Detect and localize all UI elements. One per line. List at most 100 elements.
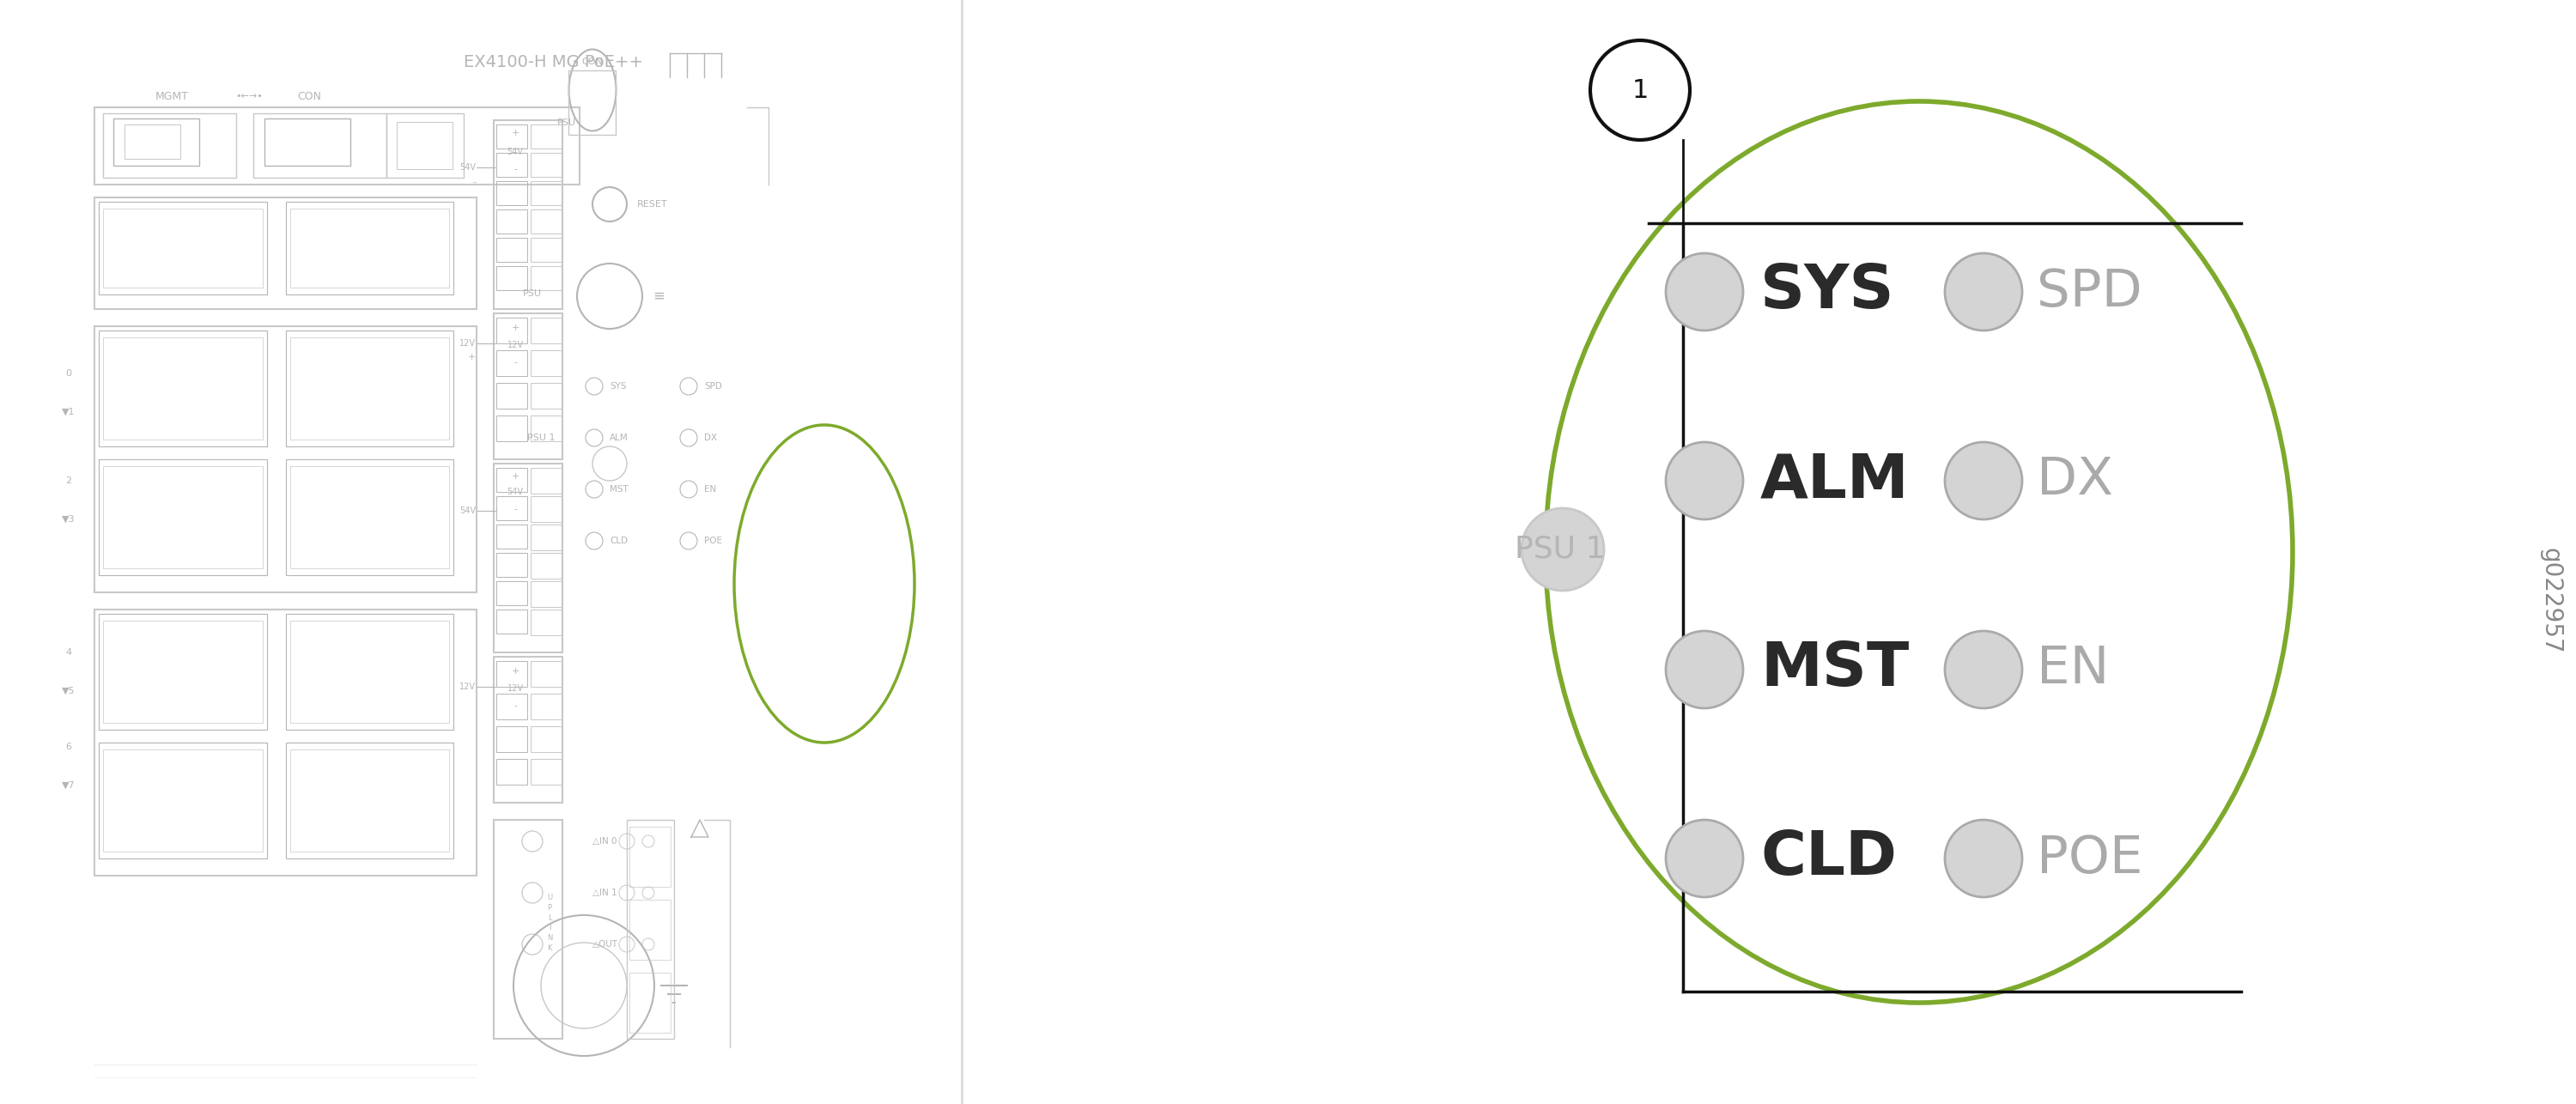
Text: ▼7: ▼7 bbox=[62, 782, 75, 789]
Bar bbox=[98, 459, 268, 575]
Bar bbox=[497, 210, 528, 234]
Text: SYS: SYS bbox=[1759, 263, 1896, 321]
Bar bbox=[497, 152, 528, 177]
Text: 12V: 12V bbox=[507, 684, 523, 693]
Bar bbox=[531, 693, 562, 720]
Bar bbox=[103, 209, 263, 287]
Bar bbox=[531, 609, 562, 635]
Bar bbox=[265, 118, 350, 166]
Bar bbox=[531, 758, 562, 785]
Bar bbox=[103, 620, 263, 723]
Bar bbox=[495, 657, 562, 803]
Bar bbox=[497, 553, 528, 577]
Text: PSU 1: PSU 1 bbox=[528, 434, 554, 442]
Text: CLD: CLD bbox=[1759, 829, 1896, 888]
Text: +: + bbox=[510, 473, 520, 480]
Text: EN: EN bbox=[2038, 645, 2110, 694]
Bar bbox=[497, 524, 528, 549]
Text: △OUT: △OUT bbox=[592, 940, 618, 948]
Text: -: - bbox=[471, 178, 477, 187]
Text: EX4100-H MG PoE++: EX4100-H MG PoE++ bbox=[464, 54, 644, 70]
Text: 54V: 54V bbox=[459, 163, 477, 172]
Text: PSU 1: PSU 1 bbox=[1515, 534, 1605, 564]
Bar bbox=[113, 118, 198, 166]
Bar bbox=[497, 383, 528, 408]
Text: 54V: 54V bbox=[459, 507, 477, 516]
Bar bbox=[495, 120, 562, 309]
Bar bbox=[497, 237, 528, 262]
Bar bbox=[531, 350, 562, 376]
Circle shape bbox=[1522, 508, 1605, 591]
Text: +: + bbox=[469, 353, 477, 361]
Text: ALM: ALM bbox=[611, 434, 629, 442]
Bar bbox=[252, 114, 386, 178]
Text: MST: MST bbox=[1759, 640, 1909, 699]
Bar bbox=[531, 468, 562, 493]
Text: POE: POE bbox=[2038, 834, 2143, 884]
Bar bbox=[103, 338, 263, 439]
Bar bbox=[629, 827, 670, 887]
Text: 12V: 12V bbox=[459, 339, 477, 348]
Circle shape bbox=[1945, 820, 2022, 898]
Bar bbox=[497, 726, 528, 752]
Text: +: + bbox=[510, 323, 520, 332]
Text: 12V: 12V bbox=[459, 682, 477, 691]
Bar bbox=[629, 973, 670, 1032]
Bar bbox=[95, 107, 580, 184]
Text: •←→•: •←→• bbox=[234, 92, 263, 100]
Bar bbox=[397, 121, 453, 169]
Bar bbox=[103, 750, 263, 851]
Bar bbox=[497, 661, 528, 687]
Bar bbox=[497, 581, 528, 605]
Bar bbox=[289, 466, 448, 569]
Text: MST: MST bbox=[611, 485, 629, 493]
Bar bbox=[497, 609, 528, 634]
Bar bbox=[531, 152, 562, 177]
Bar bbox=[531, 237, 562, 262]
Bar bbox=[103, 114, 237, 178]
Text: SPD: SPD bbox=[703, 382, 721, 391]
Text: 4: 4 bbox=[64, 648, 72, 657]
Text: ▼5: ▼5 bbox=[62, 687, 75, 696]
Bar bbox=[286, 202, 453, 295]
Bar bbox=[629, 900, 670, 959]
Bar bbox=[286, 614, 453, 730]
Text: MGMT: MGMT bbox=[155, 91, 188, 102]
Circle shape bbox=[1945, 253, 2022, 330]
Bar bbox=[98, 202, 268, 295]
Bar bbox=[495, 314, 562, 459]
Text: 6: 6 bbox=[67, 743, 72, 751]
Bar bbox=[98, 743, 268, 859]
Text: -: - bbox=[513, 164, 518, 173]
Bar bbox=[286, 330, 453, 446]
Text: U
P
L
I
N
K: U P L I N K bbox=[546, 893, 551, 952]
Text: 0: 0 bbox=[67, 369, 72, 378]
Circle shape bbox=[1667, 820, 1744, 898]
Bar bbox=[497, 181, 528, 205]
Bar bbox=[289, 209, 448, 287]
Bar bbox=[286, 459, 453, 575]
Text: -: - bbox=[513, 505, 518, 513]
Text: △IN 1: △IN 1 bbox=[592, 889, 618, 898]
Bar bbox=[497, 350, 528, 376]
Bar bbox=[497, 415, 528, 442]
Text: -: - bbox=[513, 358, 518, 367]
Bar bbox=[569, 71, 616, 135]
Circle shape bbox=[1667, 253, 1744, 330]
Bar bbox=[531, 726, 562, 752]
Bar bbox=[124, 125, 180, 159]
Text: ▼3: ▼3 bbox=[62, 516, 75, 523]
Text: 54V: 54V bbox=[507, 148, 523, 157]
Bar bbox=[531, 181, 562, 205]
Text: 1: 1 bbox=[1631, 77, 1649, 103]
Bar bbox=[531, 581, 562, 607]
Text: POE: POE bbox=[703, 537, 721, 545]
Text: △IN 0: △IN 0 bbox=[592, 837, 618, 846]
Text: CON: CON bbox=[582, 57, 603, 66]
Bar bbox=[98, 614, 268, 730]
Text: g022957: g022957 bbox=[2537, 548, 2563, 654]
Bar bbox=[531, 125, 562, 149]
Text: DX: DX bbox=[703, 434, 716, 442]
Circle shape bbox=[1945, 631, 2022, 709]
Bar bbox=[531, 210, 562, 234]
